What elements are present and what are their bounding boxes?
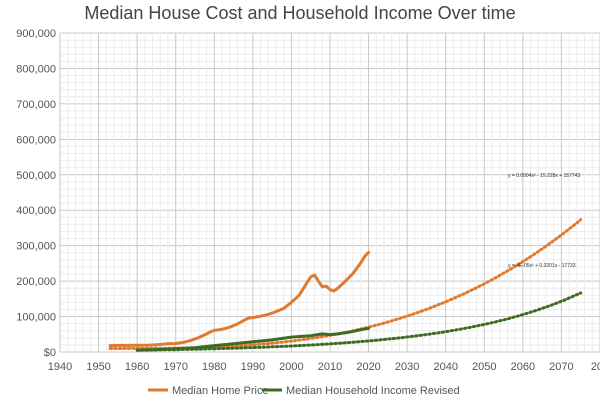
y-tick-label: 800,000	[16, 63, 56, 75]
grid	[59, 32, 600, 353]
y-tick-label: 700,000	[16, 99, 56, 111]
y-tick-label: 400,000	[16, 205, 56, 217]
legend-label-income: Median Household Income Revised	[286, 385, 460, 397]
x-tick-label: 2050	[472, 361, 496, 373]
legend-label-home-price: Median Home Price	[172, 385, 269, 397]
x-tick-label: 1940	[48, 361, 72, 373]
x-tick-label: 2040	[433, 361, 457, 373]
series-lines	[108, 250, 371, 352]
x-tick-label: 2030	[395, 361, 419, 373]
x-tick-label: 208	[591, 361, 600, 373]
y-tick-label: 300,000	[16, 241, 56, 253]
x-tick-label: 2070	[549, 361, 573, 373]
y-tick-label: $0	[44, 347, 56, 359]
series-line-home-price	[108, 250, 371, 348]
x-tick-label: 2060	[511, 361, 535, 373]
y-tick-label: 600,000	[16, 134, 56, 146]
y-tick-label: 900,000	[16, 28, 56, 40]
x-axis: 1940 1950 1960 1970 1980 1990 2000 2010 2020 2030…	[48, 361, 600, 373]
x-tick-label: 1990	[241, 361, 265, 373]
x-tick-label: 1980	[202, 361, 226, 373]
y-tick-label: 100,000	[16, 312, 56, 324]
y-tick-label: 500,000	[16, 170, 56, 182]
legend: Median Home Price Median Household Incom…	[148, 385, 460, 397]
trendline-equation-home-price: y = 0.0004x² - 15.228x + 157743	[508, 173, 580, 179]
trendline-equation-income: y = 4E-05x² + 0.0201x - 17733	[508, 263, 576, 269]
x-tick-label: 2010	[318, 361, 342, 373]
series-line-income	[135, 326, 371, 352]
x-tick-label: 1960	[125, 361, 149, 373]
chart-title: Median House Cost and Household Income O…	[84, 3, 515, 23]
y-axis: $0 100,000 200,000 300,000 400,000 500,000 600…	[16, 28, 56, 359]
x-tick-label: 1950	[86, 361, 110, 373]
trendline-income	[135, 291, 583, 352]
y-tick-label: 200,000	[16, 276, 56, 288]
x-tick-label: 2000	[279, 361, 303, 373]
x-tick-label: 1970	[163, 361, 187, 373]
x-tick-label: 2020	[356, 361, 380, 373]
